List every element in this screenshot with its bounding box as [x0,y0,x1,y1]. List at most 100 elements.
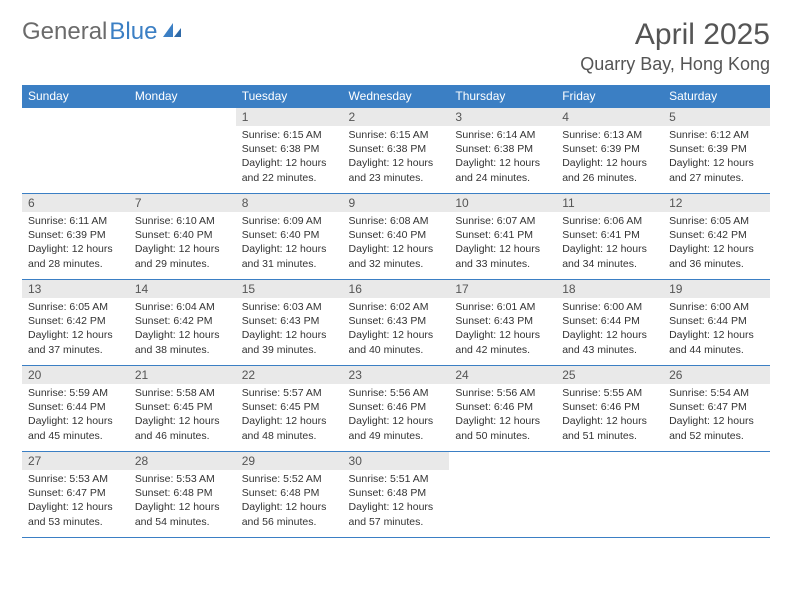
weekday-header: Friday [556,85,663,108]
sunrise-text: Sunrise: 6:06 AM [562,214,657,228]
day-number: 20 [22,366,129,384]
calendar-cell: 8Sunrise: 6:09 AMSunset: 6:40 PMDaylight… [236,194,343,280]
weekday-header: Tuesday [236,85,343,108]
calendar-cell: 3Sunrise: 6:14 AMSunset: 6:38 PMDaylight… [449,108,556,194]
daylight-text: Daylight: 12 hours and 38 minutes. [135,328,230,356]
sunrise-text: Sunrise: 6:09 AM [242,214,337,228]
day-number: 3 [449,108,556,126]
daylight-text: Daylight: 12 hours and 49 minutes. [349,414,444,442]
day-body: Sunrise: 5:56 AMSunset: 6:46 PMDaylight:… [343,384,450,447]
calendar-cell: 27Sunrise: 5:53 AMSunset: 6:47 PMDayligh… [22,452,129,538]
calendar-cell [449,452,556,538]
daylight-text: Daylight: 12 hours and 45 minutes. [28,414,123,442]
logo-text-1: General [22,18,107,46]
weekday-header: Thursday [449,85,556,108]
day-body: Sunrise: 6:06 AMSunset: 6:41 PMDaylight:… [556,212,663,275]
sunset-text: Sunset: 6:47 PM [28,486,123,500]
day-body: Sunrise: 6:02 AMSunset: 6:43 PMDaylight:… [343,298,450,361]
calendar-week-row: 6Sunrise: 6:11 AMSunset: 6:39 PMDaylight… [22,194,770,280]
calendar-cell: 10Sunrise: 6:07 AMSunset: 6:41 PMDayligh… [449,194,556,280]
sunset-text: Sunset: 6:48 PM [242,486,337,500]
day-body: Sunrise: 5:56 AMSunset: 6:46 PMDaylight:… [449,384,556,447]
daylight-text: Daylight: 12 hours and 31 minutes. [242,242,337,270]
day-body: Sunrise: 6:05 AMSunset: 6:42 PMDaylight:… [663,212,770,275]
weekday-header: Wednesday [343,85,450,108]
sunset-text: Sunset: 6:44 PM [562,314,657,328]
sunrise-text: Sunrise: 6:15 AM [242,128,337,142]
sunset-text: Sunset: 6:41 PM [455,228,550,242]
daylight-text: Daylight: 12 hours and 52 minutes. [669,414,764,442]
weekday-header: Monday [129,85,236,108]
daylight-text: Daylight: 12 hours and 37 minutes. [28,328,123,356]
day-body: Sunrise: 6:01 AMSunset: 6:43 PMDaylight:… [449,298,556,361]
sunrise-text: Sunrise: 5:51 AM [349,472,444,486]
daylight-text: Daylight: 12 hours and 34 minutes. [562,242,657,270]
day-body: Sunrise: 5:58 AMSunset: 6:45 PMDaylight:… [129,384,236,447]
daylight-text: Daylight: 12 hours and 51 minutes. [562,414,657,442]
day-number: 4 [556,108,663,126]
daylight-text: Daylight: 12 hours and 29 minutes. [135,242,230,270]
calendar-cell: 19Sunrise: 6:00 AMSunset: 6:44 PMDayligh… [663,280,770,366]
logo: GeneralBlue [22,18,183,46]
day-number: 1 [236,108,343,126]
calendar-cell: 24Sunrise: 5:56 AMSunset: 6:46 PMDayligh… [449,366,556,452]
daylight-text: Daylight: 12 hours and 48 minutes. [242,414,337,442]
day-body: Sunrise: 6:15 AMSunset: 6:38 PMDaylight:… [236,126,343,189]
title-block: April 2025 Quarry Bay, Hong Kong [580,18,770,75]
daylight-text: Daylight: 12 hours and 28 minutes. [28,242,123,270]
calendar-cell: 2Sunrise: 6:15 AMSunset: 6:38 PMDaylight… [343,108,450,194]
calendar-header-row: Sunday Monday Tuesday Wednesday Thursday… [22,85,770,108]
day-number: 22 [236,366,343,384]
calendar-cell: 21Sunrise: 5:58 AMSunset: 6:45 PMDayligh… [129,366,236,452]
sunset-text: Sunset: 6:46 PM [349,400,444,414]
logo-sail-icon [159,18,183,46]
day-body: Sunrise: 5:53 AMSunset: 6:48 PMDaylight:… [129,470,236,533]
calendar-cell: 23Sunrise: 5:56 AMSunset: 6:46 PMDayligh… [343,366,450,452]
day-number: 9 [343,194,450,212]
day-body: Sunrise: 5:55 AMSunset: 6:46 PMDaylight:… [556,384,663,447]
day-number: 27 [22,452,129,470]
calendar-cell: 15Sunrise: 6:03 AMSunset: 6:43 PMDayligh… [236,280,343,366]
calendar-cell: 4Sunrise: 6:13 AMSunset: 6:39 PMDaylight… [556,108,663,194]
calendar-cell: 22Sunrise: 5:57 AMSunset: 6:45 PMDayligh… [236,366,343,452]
sunset-text: Sunset: 6:46 PM [455,400,550,414]
calendar-cell: 25Sunrise: 5:55 AMSunset: 6:46 PMDayligh… [556,366,663,452]
daylight-text: Daylight: 12 hours and 22 minutes. [242,156,337,184]
sunset-text: Sunset: 6:39 PM [28,228,123,242]
daylight-text: Daylight: 12 hours and 27 minutes. [669,156,764,184]
sunrise-text: Sunrise: 6:05 AM [28,300,123,314]
calendar-cell: 12Sunrise: 6:05 AMSunset: 6:42 PMDayligh… [663,194,770,280]
sunrise-text: Sunrise: 5:55 AM [562,386,657,400]
sunset-text: Sunset: 6:42 PM [28,314,123,328]
daylight-text: Daylight: 12 hours and 50 minutes. [455,414,550,442]
sunrise-text: Sunrise: 5:56 AM [349,386,444,400]
day-number: 6 [22,194,129,212]
day-body: Sunrise: 6:04 AMSunset: 6:42 PMDaylight:… [129,298,236,361]
calendar-week-row: 13Sunrise: 6:05 AMSunset: 6:42 PMDayligh… [22,280,770,366]
daylight-text: Daylight: 12 hours and 26 minutes. [562,156,657,184]
daylight-text: Daylight: 12 hours and 54 minutes. [135,500,230,528]
day-body: Sunrise: 6:00 AMSunset: 6:44 PMDaylight:… [556,298,663,361]
day-number: 30 [343,452,450,470]
day-number: 19 [663,280,770,298]
day-body: Sunrise: 6:14 AMSunset: 6:38 PMDaylight:… [449,126,556,189]
sunset-text: Sunset: 6:40 PM [349,228,444,242]
calendar-cell: 30Sunrise: 5:51 AMSunset: 6:48 PMDayligh… [343,452,450,538]
day-body: Sunrise: 6:11 AMSunset: 6:39 PMDaylight:… [22,212,129,275]
sunrise-text: Sunrise: 5:56 AM [455,386,550,400]
day-number: 18 [556,280,663,298]
sunrise-text: Sunrise: 6:00 AM [562,300,657,314]
daylight-text: Daylight: 12 hours and 57 minutes. [349,500,444,528]
day-body: Sunrise: 6:08 AMSunset: 6:40 PMDaylight:… [343,212,450,275]
day-body: Sunrise: 6:15 AMSunset: 6:38 PMDaylight:… [343,126,450,189]
calendar-cell [663,452,770,538]
day-body: Sunrise: 5:52 AMSunset: 6:48 PMDaylight:… [236,470,343,533]
sunset-text: Sunset: 6:43 PM [242,314,337,328]
calendar-cell: 11Sunrise: 6:06 AMSunset: 6:41 PMDayligh… [556,194,663,280]
sunset-text: Sunset: 6:45 PM [135,400,230,414]
month-title: April 2025 [580,18,770,52]
sunset-text: Sunset: 6:38 PM [455,142,550,156]
day-number: 24 [449,366,556,384]
day-body: Sunrise: 6:12 AMSunset: 6:39 PMDaylight:… [663,126,770,189]
daylight-text: Daylight: 12 hours and 36 minutes. [669,242,764,270]
